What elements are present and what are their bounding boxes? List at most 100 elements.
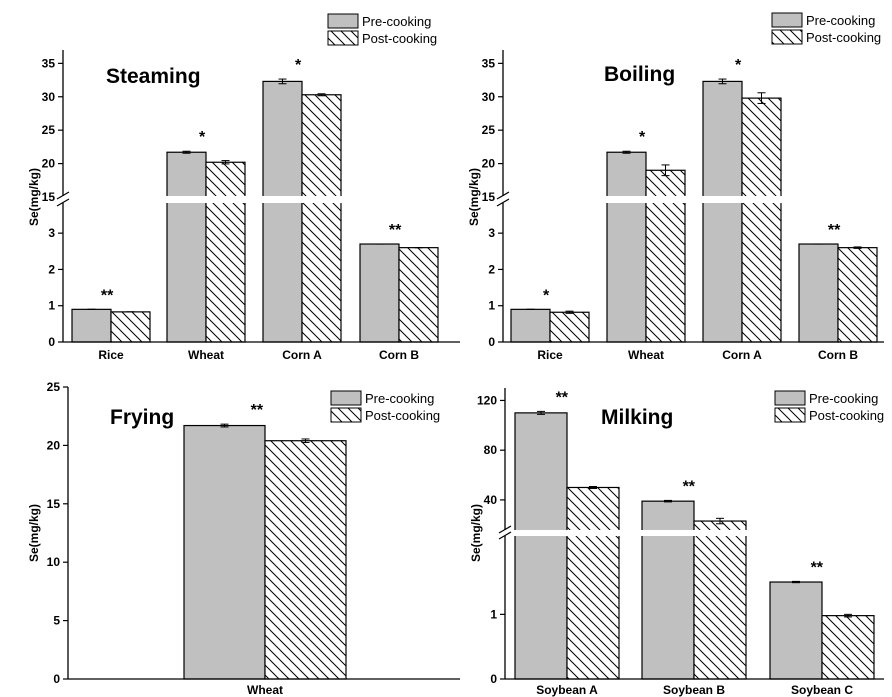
y-tick-label: 35 [482, 56, 496, 70]
y-tick-label: 1 [490, 607, 497, 621]
y-tick-label: 0 [490, 672, 497, 686]
y-tick-label: 35 [42, 56, 56, 70]
significance-marker: * [735, 57, 742, 74]
bar-pre-corn-a [262, 80, 303, 343]
bar-pre-soybean-a [514, 412, 568, 680]
error-bar [792, 580, 800, 584]
legend-label-post: Post-cooking [362, 31, 437, 46]
significance-marker: ** [556, 389, 569, 406]
y-tick-label: 5 [53, 614, 60, 628]
x-tick-label: Wheat [247, 683, 283, 697]
error-bar [278, 78, 287, 85]
y-axis-label: Se(mg/kg) [469, 504, 483, 562]
axis-break-mark [496, 198, 510, 207]
significance-marker: * [639, 129, 646, 146]
significance-marker: ** [811, 559, 824, 576]
legend-label-pre: Pre-cooking [365, 391, 434, 406]
legend-label-pre: Pre-cooking [806, 13, 875, 28]
axis-break-mark [56, 198, 70, 207]
legend-swatch-post [771, 29, 803, 45]
chart-title: Frying [110, 406, 174, 429]
legend: Pre-cooking Post-cooking [327, 13, 437, 46]
legend-label-post: Post-cooking [806, 30, 881, 45]
error-bar [221, 160, 230, 165]
axis-break-mark [498, 531, 512, 540]
bar-pre-corn-b [359, 243, 400, 343]
y-tick-label: 0 [53, 672, 60, 686]
y-tick-label: 30 [482, 90, 496, 104]
error-bar [757, 92, 766, 104]
y-tick-label: 15 [482, 190, 496, 204]
significance-marker: ** [389, 222, 402, 239]
x-tick-label: Rice [98, 348, 124, 362]
x-tick-label: Wheat [628, 348, 664, 362]
bar-post-corn-a [301, 94, 342, 343]
bar-pre-soybean-b [641, 500, 695, 680]
y-axis-label: Se(mg/kg) [27, 504, 41, 562]
y-tick-label: 0 [488, 335, 495, 349]
bar-post-soybean-b [693, 520, 747, 680]
axis-break-mark [56, 191, 70, 200]
chart-panel-milking: ** Soybean A ** Soybean B ** Soybean C 0 1 40 80 1… [469, 388, 884, 697]
y-tick-label: 30 [42, 90, 56, 104]
legend: Pre-cooking Post-cooking [330, 390, 440, 423]
y-tick-label: 20 [42, 157, 56, 171]
chart-panel-steaming: ** Rice * Wheat * Corn A ** Corn B 0 1 2 3 15 20 25 30 3… [27, 13, 460, 362]
y-tick-label: 10 [47, 555, 61, 569]
x-tick-label: Rice [537, 348, 563, 362]
y-tick-label: 2 [48, 262, 55, 276]
axis-break-gap [497, 196, 884, 203]
y-tick-label: 2 [488, 262, 495, 276]
bar-pre-rice [71, 308, 112, 343]
error-bar [664, 499, 672, 503]
bar-pre-rice [510, 308, 551, 343]
significance-marker: * [543, 287, 550, 304]
bar-pre-wheat [606, 151, 647, 343]
legend-swatch-post [774, 407, 806, 423]
axis-break-mark [496, 191, 510, 200]
error-bar [317, 93, 326, 97]
y-tick-label: 120 [477, 393, 497, 407]
bar-pre-corn-a [702, 80, 743, 343]
legend-swatch-pre [327, 13, 359, 29]
legend-swatch-pre [771, 12, 803, 28]
x-tick-label: Corn A [722, 348, 762, 362]
chart-panel-boiling: * Rice * Wheat * Corn A ** Corn B 0 1 2 3 15 20 25 30 35… [467, 12, 884, 362]
error-bar [844, 613, 852, 618]
y-tick-label: 0 [48, 335, 55, 349]
significance-marker: * [295, 57, 302, 74]
x-tick-label: Soybean C [791, 683, 853, 697]
legend: Pre-cooking Post-cooking [774, 390, 884, 423]
significance-marker: ** [101, 287, 114, 304]
y-tick-label: 20 [482, 157, 496, 171]
error-bar [718, 78, 727, 85]
error-bar [622, 150, 631, 154]
error-bar [716, 517, 724, 525]
error-bar [301, 438, 310, 443]
y-tick-label: 20 [47, 438, 61, 452]
legend-swatch-pre [774, 390, 806, 406]
bar-post-soybean-a [566, 486, 620, 680]
legend-label-post: Post-cooking [809, 408, 884, 423]
x-tick-label: Corn B [818, 348, 858, 362]
error-bar [853, 246, 862, 249]
x-tick-label: Wheat [188, 348, 224, 362]
legend-swatch-post [327, 30, 359, 46]
bar-post-wheat [264, 440, 347, 680]
error-bar [661, 164, 670, 177]
x-tick-label: Corn A [282, 348, 322, 362]
error-bar [220, 423, 229, 428]
legend: Pre-cooking Post-cooking [771, 12, 881, 45]
y-tick-label: 80 [484, 443, 498, 457]
bar-post-corn-a [741, 97, 782, 343]
y-tick-label: 1 [48, 299, 55, 313]
axis-break-gap [499, 530, 884, 536]
bar-post-wheat [205, 161, 246, 343]
chart-title: Boiling [604, 63, 675, 86]
y-tick-label: 15 [42, 190, 56, 204]
error-bar [589, 485, 597, 489]
bar-post-rice [110, 311, 151, 343]
bar-pre-wheat [183, 424, 266, 680]
y-tick-label: 3 [488, 226, 495, 240]
y-tick-label: 15 [47, 497, 61, 511]
